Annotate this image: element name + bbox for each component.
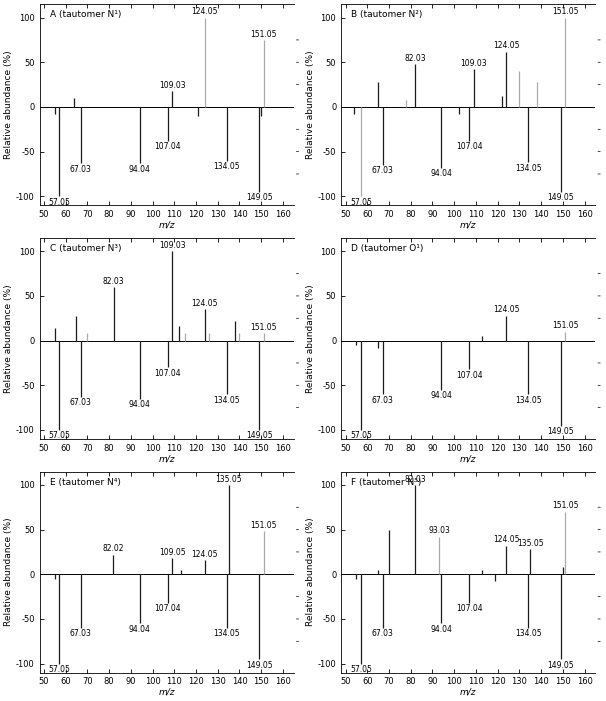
Y-axis label: Relative abundance (%): Relative abundance (%)	[4, 284, 13, 393]
Text: 134.05: 134.05	[515, 164, 542, 172]
Text: 107.04: 107.04	[456, 371, 483, 379]
Text: 82.03: 82.03	[404, 54, 426, 62]
Text: 151.05: 151.05	[552, 7, 578, 16]
Text: 94.04: 94.04	[128, 165, 150, 174]
Text: 124.05: 124.05	[493, 305, 520, 314]
X-axis label: m/z: m/z	[460, 221, 476, 229]
Text: 134.05: 134.05	[213, 629, 240, 638]
Text: 124.05: 124.05	[493, 536, 520, 545]
Text: 93.03: 93.03	[428, 526, 450, 536]
Y-axis label: Relative abundance (%): Relative abundance (%)	[4, 50, 13, 159]
X-axis label: m/z: m/z	[460, 454, 476, 463]
Text: 149.05: 149.05	[246, 431, 273, 440]
X-axis label: m/z: m/z	[158, 454, 175, 463]
Text: 149.05: 149.05	[547, 660, 574, 669]
Text: C (tautomer N³): C (tautomer N³)	[50, 244, 121, 253]
Text: 57.05: 57.05	[48, 431, 70, 440]
Text: 151.05: 151.05	[552, 321, 578, 330]
Text: 149.05: 149.05	[547, 427, 574, 436]
Text: 57.05: 57.05	[350, 431, 371, 440]
Text: 151.05: 151.05	[250, 29, 277, 39]
Text: 135.05: 135.05	[215, 475, 242, 484]
Text: D (tautomer O¹): D (tautomer O¹)	[351, 244, 424, 253]
Text: 109.03: 109.03	[159, 81, 185, 90]
Text: 67.03: 67.03	[371, 395, 393, 404]
Y-axis label: Relative abundance (%): Relative abundance (%)	[306, 518, 315, 627]
Text: 67.03: 67.03	[70, 165, 92, 174]
Text: F (tautomer N⁵): F (tautomer N⁵)	[351, 477, 422, 486]
Text: 149.05: 149.05	[246, 193, 273, 202]
Text: 57.05: 57.05	[48, 198, 70, 207]
Text: 124.05: 124.05	[191, 299, 218, 308]
Text: 67.03: 67.03	[70, 398, 92, 407]
Text: 107.04: 107.04	[456, 142, 483, 151]
Text: 107.04: 107.04	[155, 604, 181, 613]
Text: 107.04: 107.04	[456, 604, 483, 613]
Text: 107.04: 107.04	[155, 142, 181, 151]
Text: 94.04: 94.04	[430, 391, 452, 400]
Text: 82.03: 82.03	[404, 475, 426, 484]
Y-axis label: Relative abundance (%): Relative abundance (%)	[4, 518, 13, 627]
X-axis label: m/z: m/z	[158, 688, 175, 697]
Text: 109.05: 109.05	[159, 548, 185, 557]
Text: 94.04: 94.04	[430, 625, 452, 634]
Text: 134.05: 134.05	[213, 395, 240, 404]
Text: 151.05: 151.05	[250, 323, 277, 332]
Text: 109.03: 109.03	[461, 59, 487, 68]
Text: 82.03: 82.03	[102, 277, 124, 285]
Text: 67.03: 67.03	[371, 166, 393, 175]
Text: 124.05: 124.05	[493, 41, 520, 50]
Text: 135.05: 135.05	[517, 539, 544, 548]
Text: 151.05: 151.05	[250, 521, 277, 530]
X-axis label: m/z: m/z	[158, 221, 175, 229]
Text: 109.03: 109.03	[159, 241, 185, 250]
Text: 94.04: 94.04	[128, 400, 150, 409]
Text: 57.05: 57.05	[350, 665, 371, 674]
Text: 134.05: 134.05	[213, 162, 240, 171]
Text: B (tautomer N²): B (tautomer N²)	[351, 11, 423, 19]
Text: E (tautomer N⁴): E (tautomer N⁴)	[50, 477, 121, 486]
Text: 94.04: 94.04	[430, 169, 452, 178]
Text: 124.05: 124.05	[191, 7, 218, 16]
Text: A (tautomer N¹): A (tautomer N¹)	[50, 11, 121, 19]
Text: 149.05: 149.05	[547, 193, 574, 202]
Text: 124.05: 124.05	[191, 550, 218, 559]
Text: 57.05: 57.05	[350, 198, 371, 207]
Text: 67.03: 67.03	[371, 629, 393, 638]
Y-axis label: Relative abundance (%): Relative abundance (%)	[306, 50, 315, 159]
Text: 67.03: 67.03	[70, 629, 92, 638]
Text: 134.05: 134.05	[515, 629, 542, 638]
Text: 151.05: 151.05	[552, 501, 578, 510]
Text: 134.05: 134.05	[515, 395, 542, 404]
X-axis label: m/z: m/z	[460, 688, 476, 697]
Text: 149.05: 149.05	[246, 660, 273, 669]
Text: 94.04: 94.04	[128, 625, 150, 634]
Y-axis label: Relative abundance (%): Relative abundance (%)	[306, 284, 315, 393]
Text: 107.04: 107.04	[155, 369, 181, 378]
Text: 82.02: 82.02	[103, 544, 124, 553]
Text: 57.05: 57.05	[48, 665, 70, 674]
